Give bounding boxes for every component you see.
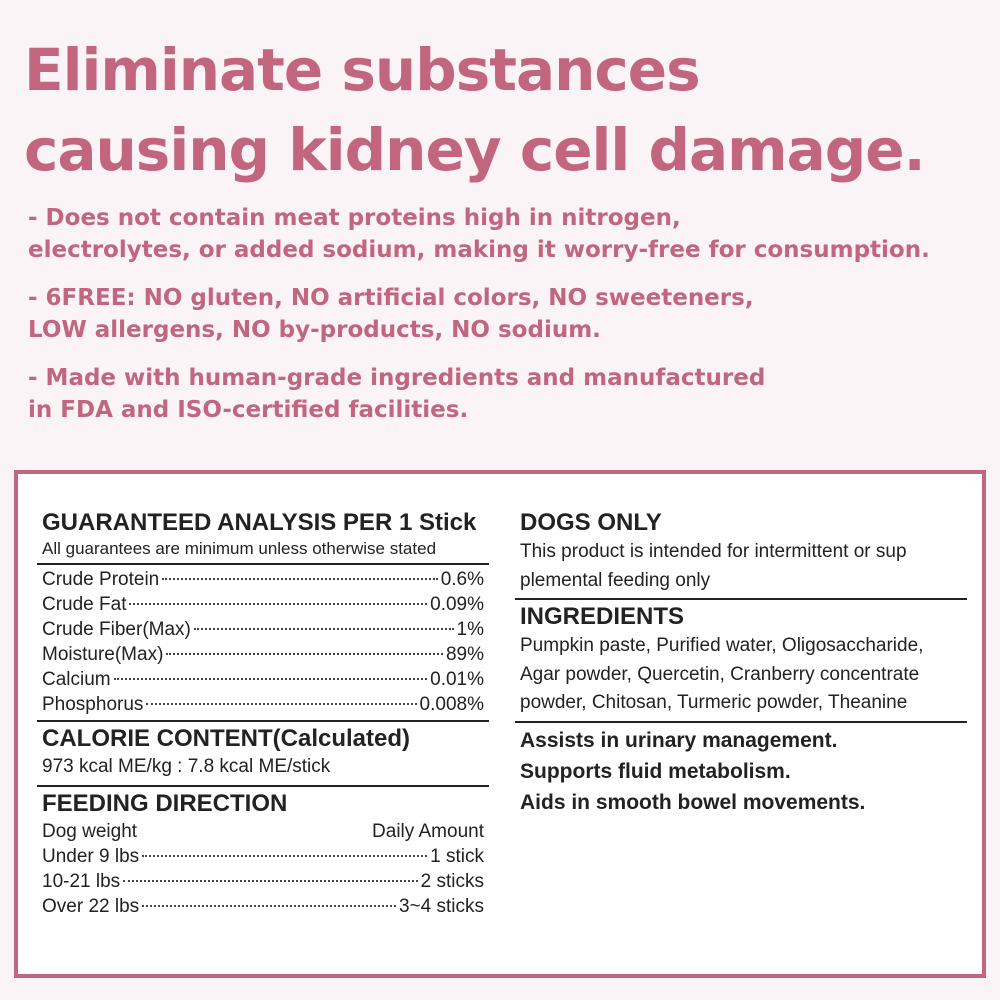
bullet-line: - 6FREE: NO gluten, NO artificial colors… [28,285,754,311]
analysis-label: Calcium [42,669,111,690]
analysis-value: 0.09% [430,594,484,615]
dot-leader [146,703,417,705]
ingredients-title: INGREDIENTS [520,603,685,630]
dot-leader [142,855,428,857]
feeding-value: 1 stick [430,846,484,867]
divider [37,785,489,787]
ingredients-line: Agar powder, Quercetin, Cranberry concen… [520,663,920,685]
bullet-line: electrolytes, or added sodium, making it… [28,237,930,263]
bullet-line: - Does not contain meat proteins high in… [28,205,681,231]
feeding-title: FEEDING DIRECTION [42,790,288,817]
feeding-value: 3~4 sticks [398,896,484,917]
calorie-title: CALORIE CONTENT(Calculated) [42,725,411,752]
headline: Eliminate substances causing kidney cell… [24,30,926,190]
dot-leader [113,678,428,680]
right-column: DOGS ONLY This product is intended for i… [515,508,967,818]
divider [515,720,967,723]
benefit: Assists in urinary management. [520,728,838,752]
analysis-row: Calcium 0.01% [37,667,489,692]
calorie-text: 973 kcal ME/kg : 7.8 kcal ME/stick [42,756,331,777]
divider [37,563,489,565]
feeding-row: Over 22 lbs 3~4 sticks [37,894,489,919]
headline-line: causing kidney cell damage. [24,116,926,184]
bullet-line: in FDA and ISO-certified facilities. [28,397,469,423]
bullet: - Does not contain meat proteins high in… [28,202,988,266]
feeding-col-amount: Daily Amount [372,821,484,842]
feeding-row: 10-21 lbs 2 sticks [37,869,489,894]
bullet-line: LOW allergens, NO by-products, NO sodium… [28,317,601,343]
analysis-title: GUARANTEED ANALYSIS PER 1 Stick [42,509,477,536]
analysis-row: Moisture(Max) 89% [37,642,489,667]
feeding-row: Under 9 lbs 1 stick [37,844,489,869]
analysis-label: Moisture(Max) [42,644,164,665]
benefit: Supports fluid metabolism. [520,759,791,783]
analysis-row: Crude Protein 0.6% [37,567,489,592]
dot-leader [166,653,443,655]
dot-leader [193,628,454,630]
dogs-only-title: DOGS ONLY [520,509,662,536]
feeding-value: 2 sticks [420,871,484,892]
analysis-value: 0.008% [419,694,484,715]
analysis-value: 1% [456,619,484,640]
analysis-row: Phosphorus 0.008% [37,692,489,717]
feeding-label: Over 22 lbs [42,896,140,917]
feature-bullets: - Does not contain meat proteins high in… [28,202,988,442]
dogs-only-line: This product is intended for intermitten… [520,541,907,562]
dot-leader [129,603,428,605]
analysis-value: 0.6% [440,569,484,590]
analysis-subtitle: All guarantees are minimum unless otherw… [42,539,437,558]
feeding-header: Dog weight Daily Amount [37,819,489,844]
analysis-label: Crude Fat [42,594,127,615]
analysis-label: Phosphorus [42,694,144,715]
ingredients-line: powder, Chitosan, Turmeric powder, Thean… [520,692,908,713]
divider [515,598,967,600]
bullet: - Made with human-grade ingredients and … [28,362,988,426]
headline-line: Eliminate substances [24,36,701,104]
dogs-only-line: plemental feeding only [520,569,711,591]
feeding-col-weight: Dog weight [42,821,138,842]
analysis-value: 89% [445,644,484,665]
benefit: Aids in smooth bowel movements. [520,790,866,814]
feeding-label: Under 9 lbs [42,846,140,867]
nutrition-panel: GUARANTEED ANALYSIS PER 1 Stick All guar… [14,470,986,978]
analysis-row: Crude Fat 0.09% [37,592,489,617]
dot-leader [142,905,396,907]
dot-leader [162,578,438,580]
ingredients-line: Pumpkin paste, Purified water, Oligosacc… [520,635,924,656]
analysis-value: 0.01% [430,669,484,690]
divider [37,720,489,722]
dot-leader [123,880,418,882]
analysis-label: Crude Protein [42,569,160,590]
feeding-label: 10-21 lbs [42,871,121,892]
analysis-label: Crude Fiber(Max) [42,619,191,640]
bullet: - 6FREE: NO gluten, NO artificial colors… [28,282,988,346]
left-column: GUARANTEED ANALYSIS PER 1 Stick All guar… [37,508,489,919]
analysis-row: Crude Fiber(Max) 1% [37,617,489,642]
bullet-line: - Made with human-grade ingredients and … [28,365,766,391]
